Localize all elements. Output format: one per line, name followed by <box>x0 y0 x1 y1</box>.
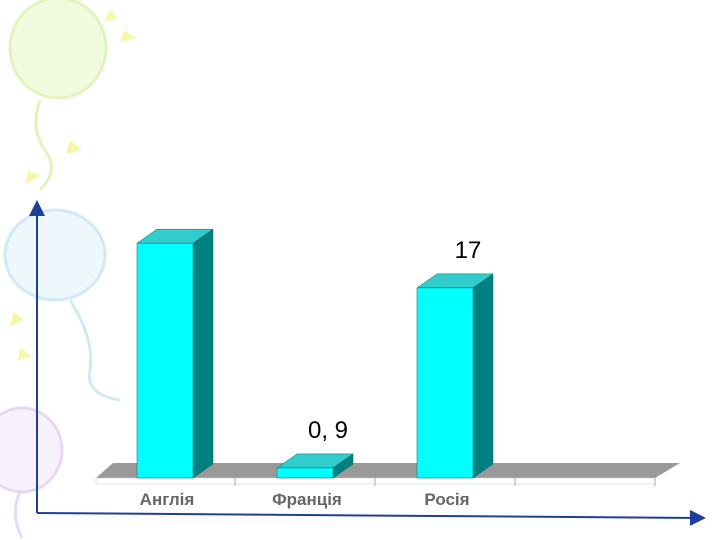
bars-group <box>136 228 494 479</box>
bar-france <box>276 467 334 479</box>
category-label-france: Франція <box>272 490 342 509</box>
bar-england <box>136 242 194 479</box>
data-label-france: 0, 9 <box>308 417 348 444</box>
category-label-england: Англія <box>140 490 195 509</box>
bar-russia <box>416 287 474 479</box>
data-label-russia: 17 <box>455 237 482 264</box>
category-separators <box>234 478 656 486</box>
category-label-russia: Росія <box>424 490 469 509</box>
x-axis <box>36 509 706 526</box>
bar-side-england <box>192 228 214 479</box>
chart-floor <box>96 463 680 478</box>
bar-side-russia <box>472 273 494 479</box>
